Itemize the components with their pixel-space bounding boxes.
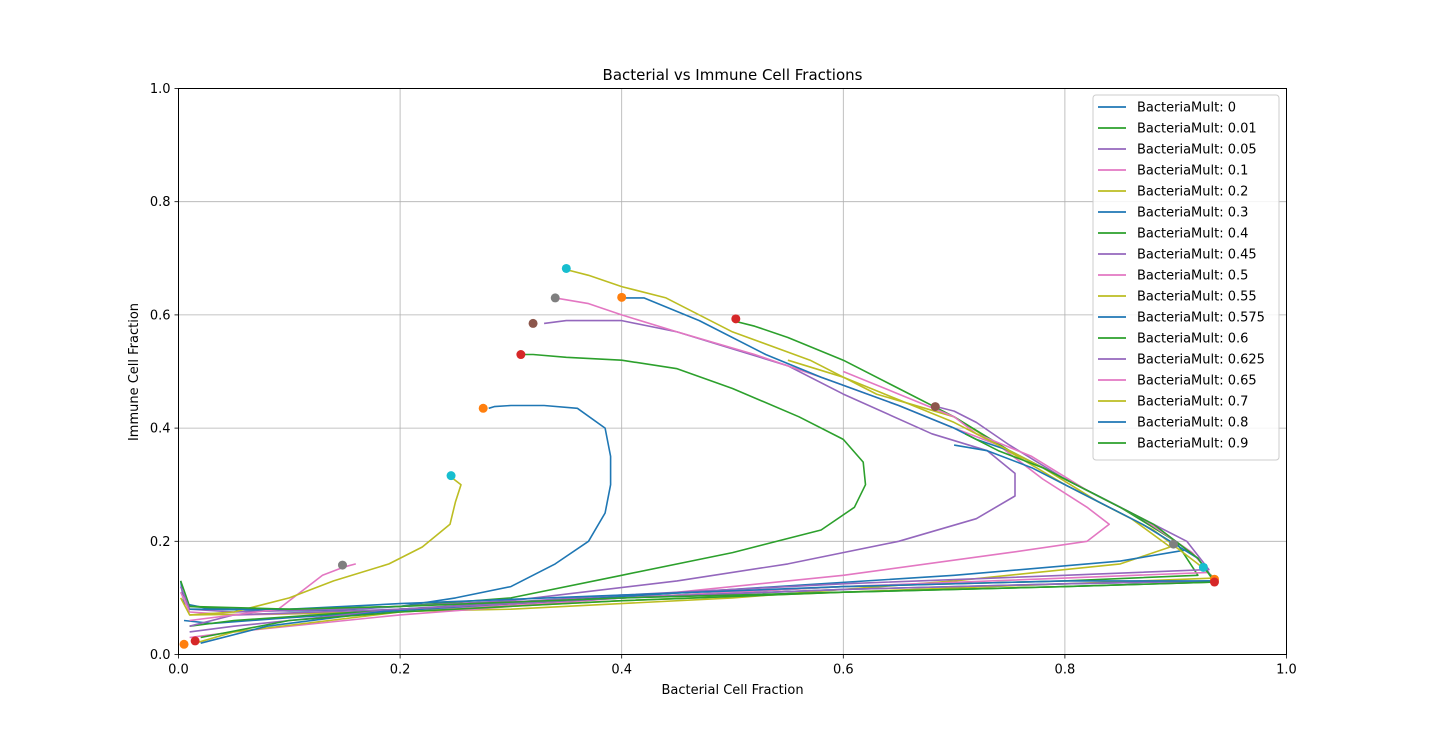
legend-entry-label: BacteriaMult: 0.6: [1137, 332, 1248, 347]
legend-entry-label: BacteriaMult: 0.575: [1137, 311, 1265, 326]
y-tick-label: 0.8: [150, 195, 171, 210]
x-tick-label: 1.0: [1276, 663, 1297, 678]
legend-entry-label: BacteriaMult: 0.65: [1137, 374, 1257, 389]
marker-point: [446, 471, 456, 481]
marker-point: [190, 636, 200, 646]
legend-entry-label: BacteriaMult: 0: [1137, 101, 1236, 116]
y-axis-label: Immune Cell Fraction: [127, 303, 142, 441]
marker-point: [179, 639, 189, 649]
legend-entry-label: BacteriaMult: 0.9: [1137, 437, 1248, 452]
legend-entry-label: BacteriaMult: 0.8: [1137, 416, 1248, 431]
marker-point: [550, 293, 560, 303]
legend-entry-label: BacteriaMult: 0.01: [1137, 122, 1257, 137]
legend: BacteriaMult: 0 BacteriaMult: 0.01 Bacteri…: [1092, 94, 1280, 461]
marker-point: [561, 263, 571, 273]
y-tick-label: 0.4: [150, 422, 171, 437]
marker-point: [1198, 562, 1208, 572]
legend-box: [1092, 94, 1280, 461]
x-tick-label: 0.2: [390, 663, 411, 678]
marker-point: [1168, 539, 1178, 549]
chart-title: Bacterial vs Immune Cell Fractions: [603, 66, 863, 84]
legend-entry-label: BacteriaMult: 0.4: [1137, 227, 1248, 242]
legend-entry-label: BacteriaMult: 0.625: [1137, 353, 1265, 368]
y-tick-label: 1.0: [150, 82, 171, 97]
legend-entry-label: BacteriaMult: 0.45: [1137, 248, 1257, 263]
marker-point: [528, 318, 538, 328]
y-axis-ticks: 0.0 0.2 0.4 0.6 0.8 1.0: [150, 82, 179, 663]
marker-point: [478, 403, 488, 413]
x-axis-ticks: 0.0 0.2 0.4 0.6 0.8 1.0: [168, 654, 1297, 678]
marker-point: [337, 560, 347, 570]
marker-layer: [179, 263, 1219, 649]
legend-entry-label: BacteriaMult: 0.5: [1137, 269, 1248, 284]
series-line: [189, 475, 462, 616]
x-tick-label: 0.8: [1055, 663, 1076, 678]
legend-entry-label: BacteriaMult: 0.2: [1137, 185, 1248, 200]
x-tick-label: 0.4: [611, 663, 632, 678]
series-line: [189, 370, 1210, 639]
y-tick-label: 0.0: [150, 648, 171, 663]
y-tick-label: 0.2: [150, 535, 171, 550]
x-tick-label: 0.0: [168, 663, 189, 678]
marker-point: [617, 292, 627, 302]
legend-entry-label: BacteriaMult: 0.1: [1137, 164, 1248, 179]
legend-entry-label: BacteriaMult: 0.55: [1137, 290, 1257, 305]
marker-point: [930, 402, 940, 412]
x-tick-label: 0.6: [833, 663, 854, 678]
marker-point: [1209, 577, 1219, 587]
marker-point: [731, 314, 741, 324]
legend-entry-label: BacteriaMult: 0.3: [1137, 206, 1248, 221]
y-tick-label: 0.6: [150, 308, 171, 323]
series-layer: [179, 268, 1216, 644]
legend-entry-label: BacteriaMult: 0.05: [1137, 143, 1257, 158]
plot-frame: [178, 88, 1287, 655]
x-axis-label: Bacterial Cell Fraction: [661, 683, 803, 698]
series-line: [189, 581, 1215, 610]
legend-entry-label: BacteriaMult: 0.7: [1137, 395, 1248, 410]
marker-point: [516, 350, 526, 360]
